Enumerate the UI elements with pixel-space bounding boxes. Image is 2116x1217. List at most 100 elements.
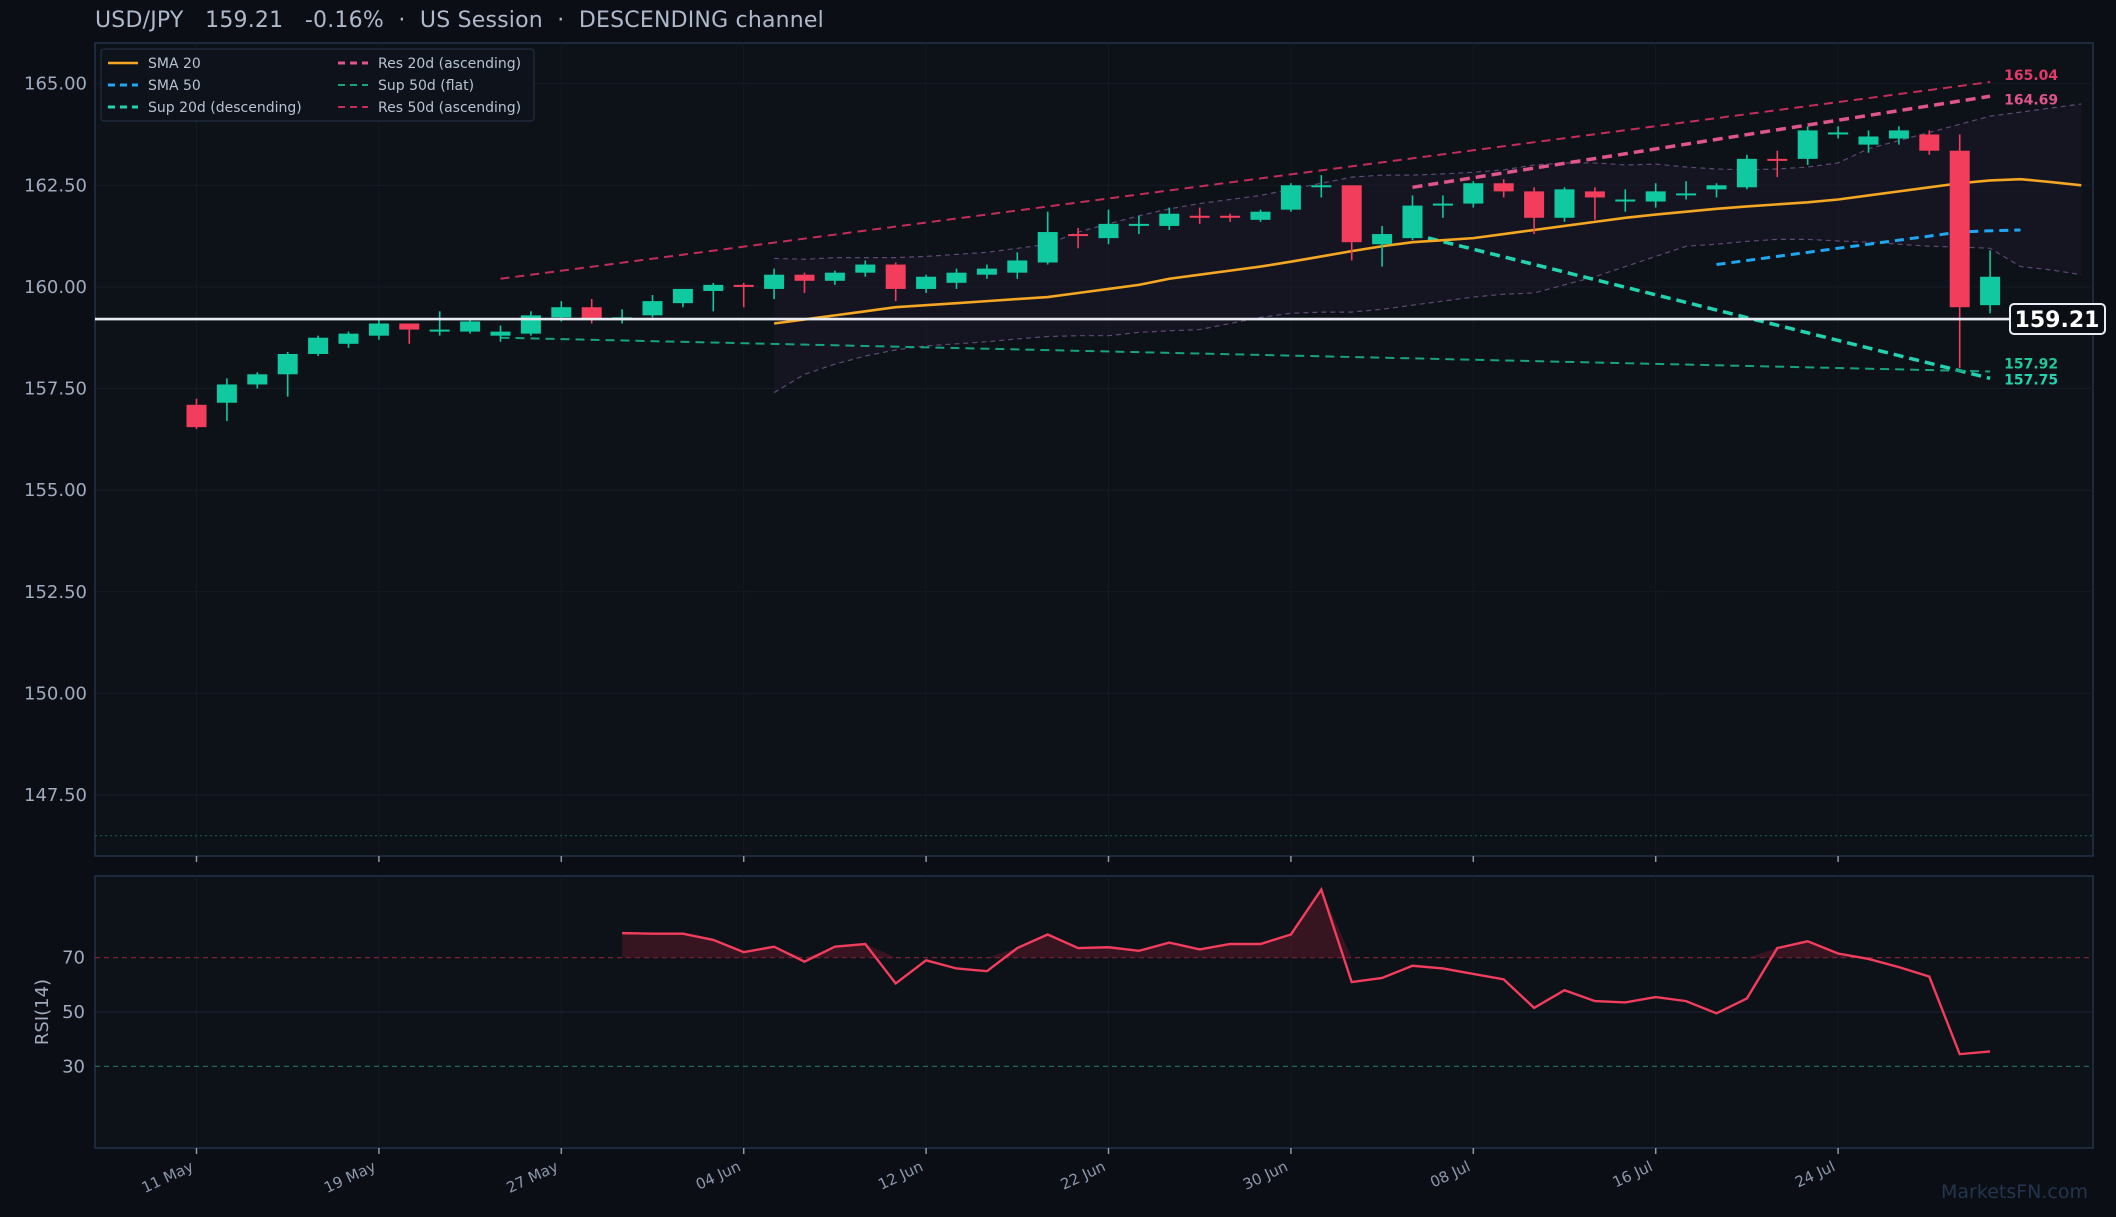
candle-body (1311, 185, 1332, 188)
candle-body (642, 301, 663, 316)
price-tick-label: 147.50 (24, 785, 87, 806)
level-line-1 (1412, 94, 1991, 190)
moving-averages (773, 177, 2082, 325)
candle-body (1554, 189, 1575, 218)
candle-body (1372, 234, 1393, 245)
candle-body (1858, 136, 1879, 145)
candles (186, 126, 2001, 430)
level-line-3 (1412, 232, 1991, 381)
x-tick-label: 27 May (504, 1157, 561, 1197)
candle-body (490, 331, 511, 336)
candle-body (764, 274, 785, 289)
candle-body (277, 353, 298, 375)
candle-body (429, 329, 450, 332)
candle-body (1615, 199, 1636, 202)
candle-body (733, 284, 754, 287)
candle-body (581, 307, 602, 320)
rsi-tick-label: 30 (62, 1056, 85, 1077)
candle-body (186, 404, 207, 428)
x-tick-label: 30 Jun (1240, 1157, 1290, 1193)
sma50-line (1716, 228, 2021, 267)
legend-res50-label: Res 50d (ascending) (378, 100, 521, 116)
x-tick-label: 24 Jul (1792, 1157, 1838, 1191)
candle-body (703, 284, 724, 291)
candle-body (1341, 185, 1362, 243)
candle-body (1189, 215, 1210, 218)
price-tick-label: 165.00 (24, 74, 87, 95)
candle-body (976, 268, 997, 275)
candle-body (1919, 134, 1940, 151)
legend-sma50-label: SMA 50 (148, 78, 201, 94)
level-line-2 (500, 81, 1991, 280)
watermark: MarketsFN.com (1941, 1181, 2088, 1203)
channel-label: DESCENDING channel (578, 8, 824, 33)
session: US Session (419, 8, 543, 33)
candle-body (1706, 185, 1727, 190)
symbol: USD/JPY (95, 8, 184, 33)
candle-body (1888, 130, 1909, 139)
candle-body (460, 321, 481, 332)
price-tick-label: 155.00 (24, 480, 87, 501)
candle-body (916, 276, 937, 289)
candle-body (1645, 191, 1666, 202)
candle-body (1159, 213, 1180, 226)
candle-body (1524, 191, 1545, 218)
candle-body (308, 337, 329, 354)
candle-body (1828, 132, 1849, 135)
rsi-tick-label: 70 (62, 948, 85, 969)
price: 159.21 (205, 8, 284, 33)
chart-title: USD/JPY 159.21 -0.16% · US Session · DES… (95, 8, 824, 33)
x-tick-label: 16 Jul (1610, 1157, 1656, 1191)
candle-body (1676, 193, 1697, 196)
candle-body (247, 374, 268, 385)
level-value-label: 157.92 (2004, 356, 2058, 372)
rsi-axis-label: RSI(14) (32, 979, 53, 1045)
candle-body (1797, 130, 1818, 159)
x-tick-label: 22 Jun (1058, 1157, 1108, 1193)
candle-body (399, 323, 420, 330)
legend-res20-label: Res 20d (ascending) (378, 56, 521, 72)
candle-body (1037, 232, 1058, 263)
candle-body (551, 307, 572, 318)
x-tick-label: 08 Jul (1427, 1157, 1473, 1191)
candle-body (1493, 183, 1514, 192)
legend-sup50-label: Sup 50d (flat) (378, 78, 474, 94)
candle-body (1007, 260, 1028, 273)
candle-body (1068, 234, 1089, 237)
price-panel (94, 42, 2094, 857)
candle-body (1402, 205, 1423, 239)
candle-body (368, 323, 389, 336)
change: -0.16% (304, 8, 384, 33)
candle-body (1767, 158, 1788, 161)
bollinger-upper (774, 103, 2082, 260)
candle-body (1432, 203, 1453, 206)
rsi-panel: 30 50 70 RSI(14) (32, 886, 2093, 1077)
x-tick-label: 19 May (321, 1157, 378, 1197)
rsi-line (622, 886, 1991, 1056)
level-value-label: 157.75 (2004, 372, 2058, 388)
current-price-badge (2009, 303, 2106, 336)
rsi-overbought-fill (622, 889, 1991, 958)
candle-body (1980, 276, 2001, 306)
candle-body (1463, 183, 1484, 204)
candle-body (672, 288, 693, 304)
candle-body (338, 333, 359, 344)
level-value-label: 164.69 (2004, 92, 2058, 108)
candle-body (1128, 223, 1149, 226)
legend-box (100, 48, 535, 122)
candle-body (885, 264, 906, 289)
x-tick-label: 11 May (139, 1157, 196, 1197)
candle-body (1098, 223, 1119, 239)
x-tick-label: 12 Jun (875, 1157, 925, 1193)
candle-body (216, 384, 237, 403)
candle-body (1949, 150, 1970, 308)
candle-body (946, 272, 967, 283)
price-tick-label: 160.00 (24, 277, 87, 298)
bollinger-lower (773, 238, 2082, 394)
price-tick-label: 157.50 (24, 379, 87, 400)
rsi-tick-label: 50 (62, 1002, 85, 1023)
candle-body (1584, 191, 1605, 198)
candle-body (1250, 211, 1271, 220)
